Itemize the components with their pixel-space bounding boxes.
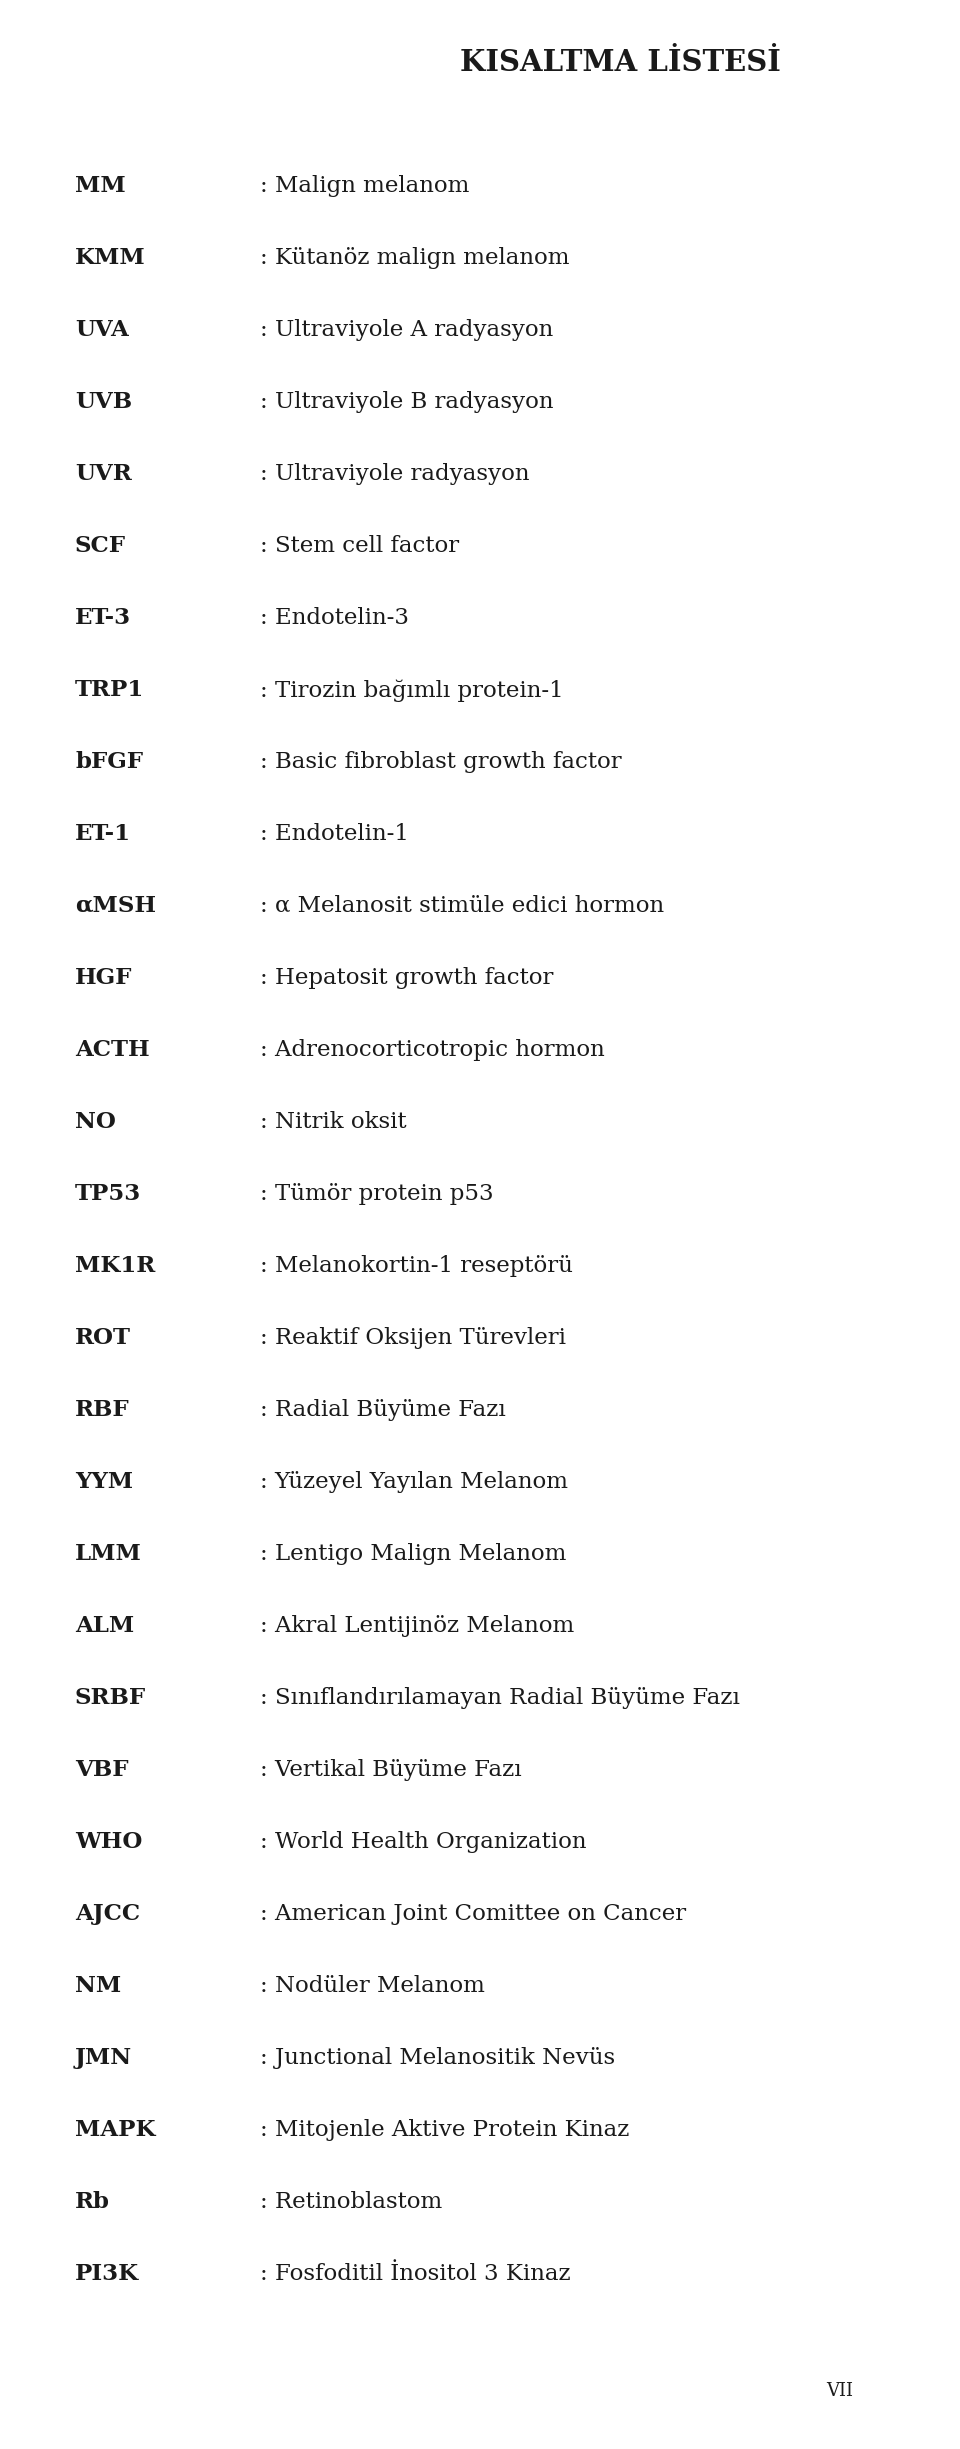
Text: : Sınıflandırılamayan Radial Büyüme Fazı: : Sınıflandırılamayan Radial Büyüme Fazı [260,1687,740,1709]
Text: MM: MM [75,174,126,196]
Text: WHO: WHO [75,1832,142,1854]
Text: : Kütanöz malign melanom: : Kütanöz malign melanom [260,247,569,269]
Text: : Endotelin-3: : Endotelin-3 [260,607,409,629]
Text: UVR: UVR [75,463,132,485]
Text: ACTH: ACTH [75,1038,150,1060]
Text: LMM: LMM [75,1543,142,1565]
Text: HGF: HGF [75,967,132,989]
Text: ROT: ROT [75,1327,131,1349]
Text: : α Melanosit stimüle edici hormon: : α Melanosit stimüle edici hormon [260,894,664,916]
Text: : Lentigo Malign Melanom: : Lentigo Malign Melanom [260,1543,566,1565]
Text: : Reaktif Oksijen Türevleri: : Reaktif Oksijen Türevleri [260,1327,566,1349]
Text: : Fosfoditil İnositol 3 Kinaz: : Fosfoditil İnositol 3 Kinaz [260,2263,570,2285]
Text: : Ultraviyole B radyasyon: : Ultraviyole B radyasyon [260,392,554,414]
Text: ET-3: ET-3 [75,607,132,629]
Text: ET-1: ET-1 [75,823,131,845]
Text: : Retinoblastom: : Retinoblastom [260,2192,443,2214]
Text: UVB: UVB [75,392,132,414]
Text: : Yüzeyel Yayılan Melanom: : Yüzeyel Yayılan Melanom [260,1472,568,1494]
Text: : Ultraviyole radyasyon: : Ultraviyole radyasyon [260,463,530,485]
Text: : Vertikal Büyüme Fazı: : Vertikal Büyüme Fazı [260,1758,521,1780]
Text: Rb: Rb [75,2192,110,2214]
Text: : Tümör protein p53: : Tümör protein p53 [260,1183,493,1205]
Text: MAPK: MAPK [75,2118,156,2140]
Text: PI3K: PI3K [75,2263,139,2285]
Text: αMSH: αMSH [75,894,156,916]
Text: : Radial Büyüme Fazı: : Radial Büyüme Fazı [260,1398,506,1420]
Text: YYM: YYM [75,1472,133,1494]
Text: bFGF: bFGF [75,752,143,774]
Text: : World Health Organization: : World Health Organization [260,1832,587,1854]
Text: : Basic fibroblast growth factor: : Basic fibroblast growth factor [260,752,622,774]
Text: : Tirozin bağımlı protein-1: : Tirozin bağımlı protein-1 [260,678,564,700]
Text: : Ultraviyole A radyasyon: : Ultraviyole A radyasyon [260,318,553,340]
Text: KISALTMA LİSTESİ: KISALTMA LİSTESİ [460,49,780,76]
Text: : Stem cell factor: : Stem cell factor [260,534,459,556]
Text: ALM: ALM [75,1614,134,1636]
Text: : Nodüler Melanom: : Nodüler Melanom [260,1974,485,1996]
Text: UVA: UVA [75,318,129,340]
Text: : Endotelin-1: : Endotelin-1 [260,823,409,845]
Text: MK1R: MK1R [75,1254,156,1276]
Text: VII: VII [827,2383,853,2400]
Text: TRP1: TRP1 [75,678,144,700]
Text: : Junctional Melanositik Nevüs: : Junctional Melanositik Nevüs [260,2047,615,2069]
Text: TP53: TP53 [75,1183,141,1205]
Text: JMN: JMN [75,2047,132,2069]
Text: NM: NM [75,1974,121,1996]
Text: KMM: KMM [75,247,146,269]
Text: : Akral Lentijinöz Melanom: : Akral Lentijinöz Melanom [260,1614,574,1636]
Text: VBF: VBF [75,1758,129,1780]
Text: : Nitrik oksit: : Nitrik oksit [260,1112,407,1134]
Text: SRBF: SRBF [75,1687,146,1709]
Text: SCF: SCF [75,534,126,556]
Text: : Mitojenle Aktive Protein Kinaz: : Mitojenle Aktive Protein Kinaz [260,2118,630,2140]
Text: : Hepatosit growth factor: : Hepatosit growth factor [260,967,553,989]
Text: : Adrenocorticotropic hormon: : Adrenocorticotropic hormon [260,1038,605,1060]
Text: : Melanokortin-1 reseptörü: : Melanokortin-1 reseptörü [260,1254,573,1276]
Text: : American Joint Comittee on Cancer: : American Joint Comittee on Cancer [260,1903,686,1925]
Text: NO: NO [75,1112,116,1134]
Text: : Malign melanom: : Malign melanom [260,174,469,196]
Text: RBF: RBF [75,1398,130,1420]
Text: AJCC: AJCC [75,1903,140,1925]
